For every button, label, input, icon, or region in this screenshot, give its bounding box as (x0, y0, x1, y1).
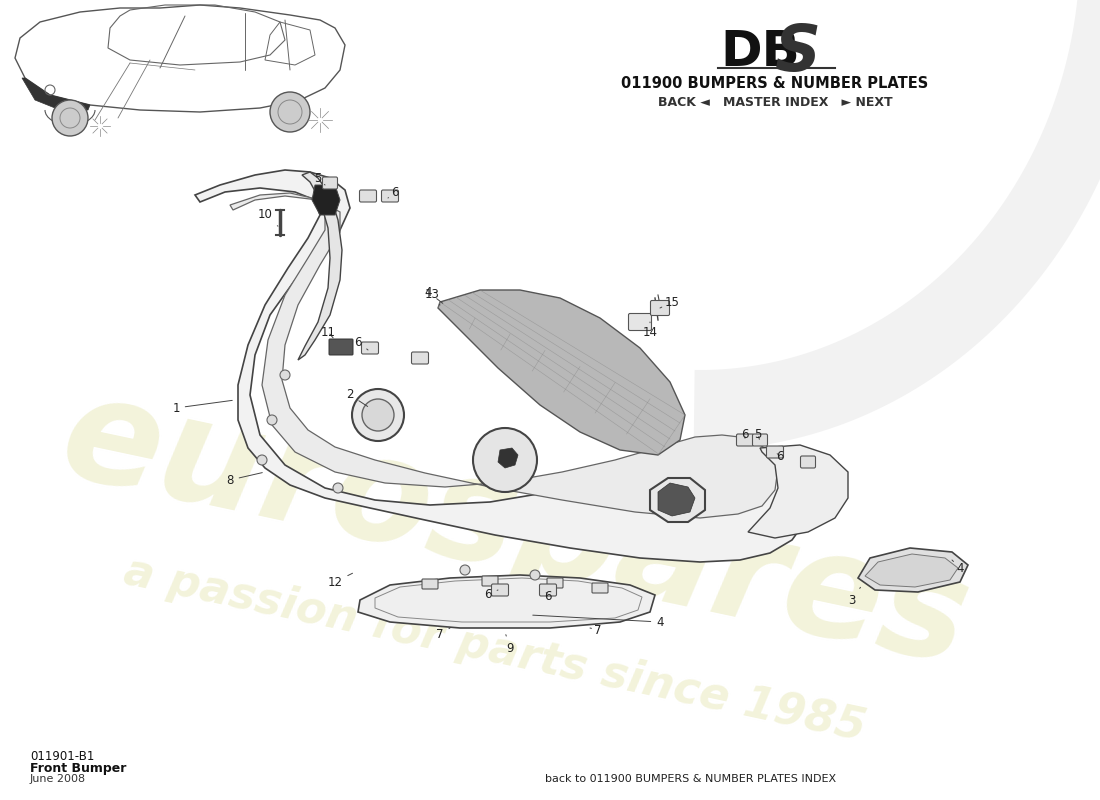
Text: 9: 9 (506, 634, 514, 654)
Circle shape (352, 389, 404, 441)
FancyBboxPatch shape (329, 339, 353, 355)
Text: 14: 14 (642, 322, 658, 338)
Circle shape (460, 565, 470, 575)
Polygon shape (748, 445, 848, 538)
Text: 5: 5 (315, 171, 324, 185)
Circle shape (333, 483, 343, 493)
Polygon shape (312, 185, 340, 215)
Polygon shape (865, 554, 958, 587)
Text: 6: 6 (388, 186, 398, 198)
FancyBboxPatch shape (628, 314, 651, 330)
Text: BACK ◄   MASTER INDEX   ► NEXT: BACK ◄ MASTER INDEX ► NEXT (658, 96, 892, 109)
Text: 10: 10 (257, 209, 278, 226)
Polygon shape (230, 193, 778, 518)
Text: 12: 12 (328, 574, 352, 589)
Text: 15: 15 (660, 295, 680, 309)
Polygon shape (650, 478, 705, 522)
Polygon shape (658, 483, 695, 516)
Polygon shape (358, 575, 654, 628)
Text: 6: 6 (777, 450, 783, 462)
FancyBboxPatch shape (547, 578, 563, 588)
Text: 11: 11 (320, 326, 336, 338)
Text: June 2008: June 2008 (30, 774, 86, 784)
Text: a passion for parts since 1985: a passion for parts since 1985 (120, 550, 870, 750)
Text: S: S (774, 22, 820, 84)
Polygon shape (498, 448, 518, 468)
Text: 8: 8 (227, 473, 262, 486)
FancyBboxPatch shape (492, 584, 508, 596)
FancyBboxPatch shape (322, 177, 338, 189)
FancyBboxPatch shape (752, 434, 768, 446)
FancyBboxPatch shape (411, 352, 429, 364)
Circle shape (52, 100, 88, 136)
Circle shape (267, 415, 277, 425)
Polygon shape (858, 548, 968, 592)
FancyBboxPatch shape (482, 576, 498, 586)
Polygon shape (694, 0, 1100, 450)
FancyBboxPatch shape (539, 584, 557, 596)
Text: eurospares: eurospares (50, 365, 981, 695)
Text: 1: 1 (173, 400, 232, 414)
Text: 4: 4 (532, 615, 663, 629)
FancyBboxPatch shape (737, 434, 754, 446)
Polygon shape (22, 78, 90, 112)
FancyBboxPatch shape (767, 446, 783, 458)
Circle shape (473, 428, 537, 492)
Circle shape (530, 570, 540, 580)
Text: 6: 6 (741, 427, 749, 441)
Text: 4: 4 (425, 286, 443, 303)
FancyBboxPatch shape (362, 342, 378, 354)
Text: DB: DB (720, 28, 800, 76)
FancyBboxPatch shape (650, 301, 670, 315)
Circle shape (362, 399, 394, 431)
FancyBboxPatch shape (422, 579, 438, 589)
Text: Front Bumper: Front Bumper (30, 762, 127, 775)
Polygon shape (298, 172, 342, 360)
FancyBboxPatch shape (592, 583, 608, 593)
Text: 011900 BUMPERS & NUMBER PLATES: 011900 BUMPERS & NUMBER PLATES (621, 76, 928, 91)
FancyBboxPatch shape (382, 190, 398, 202)
Polygon shape (195, 170, 808, 562)
FancyBboxPatch shape (801, 456, 815, 468)
Text: 7: 7 (590, 623, 602, 637)
Text: 7: 7 (437, 627, 450, 641)
Text: 6: 6 (484, 587, 498, 601)
Text: 6: 6 (544, 590, 552, 602)
Circle shape (257, 455, 267, 465)
Text: 13: 13 (425, 289, 440, 305)
Circle shape (280, 370, 290, 380)
Polygon shape (438, 290, 685, 455)
Text: 2: 2 (346, 389, 367, 406)
Text: 011901-B1: 011901-B1 (30, 750, 95, 763)
Text: back to 011900 BUMPERS & NUMBER PLATES INDEX: back to 011900 BUMPERS & NUMBER PLATES I… (544, 774, 836, 784)
Text: 3: 3 (848, 587, 860, 606)
FancyBboxPatch shape (360, 190, 376, 202)
Text: 5: 5 (755, 427, 761, 441)
Text: 6: 6 (354, 335, 368, 350)
Text: 4: 4 (952, 560, 964, 574)
Circle shape (270, 92, 310, 132)
